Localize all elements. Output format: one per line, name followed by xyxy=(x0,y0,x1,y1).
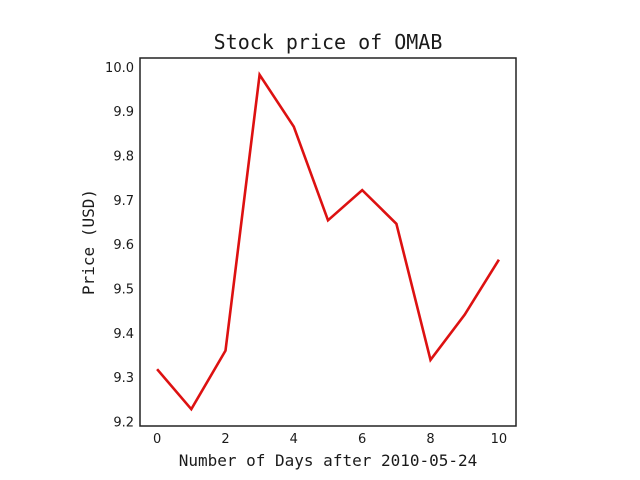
series-line xyxy=(156,71,501,412)
x-tick-label: 0 xyxy=(153,432,161,447)
x-tick-label: 8 xyxy=(426,432,434,447)
chart-title: Stock price of OMAB xyxy=(214,30,443,54)
x-tick-label: 2 xyxy=(221,432,229,447)
y-tick-label: 9.6 xyxy=(113,238,134,253)
y-axis-ticks: 9.2 9.3 9.4 9.5 9.6 9.7 9.8 9.9 10.0 xyxy=(105,61,134,431)
y-tick-label: 9.9 xyxy=(113,105,134,120)
y-tick-label: 9.7 xyxy=(113,194,134,209)
x-tick-label: 4 xyxy=(290,432,298,447)
y-tick-label: 9.3 xyxy=(113,371,134,386)
x-axis-ticks: 0 2 4 6 8 10 xyxy=(153,432,507,447)
y-tick-label: 9.4 xyxy=(113,327,134,342)
x-tick-label: 10 xyxy=(491,432,508,447)
y-tick-label: 9.2 xyxy=(113,416,134,431)
y-axis-label: Price (USD) xyxy=(79,189,98,295)
y-tick-label: 10.0 xyxy=(105,61,134,76)
y-tick-label: 9.5 xyxy=(113,283,134,298)
y-tick-label: 9.8 xyxy=(113,150,134,165)
x-axis-label: Number of Days after 2010-05-24 xyxy=(179,451,478,470)
plot-area-frame xyxy=(139,57,517,427)
x-tick-label: 6 xyxy=(358,432,366,447)
